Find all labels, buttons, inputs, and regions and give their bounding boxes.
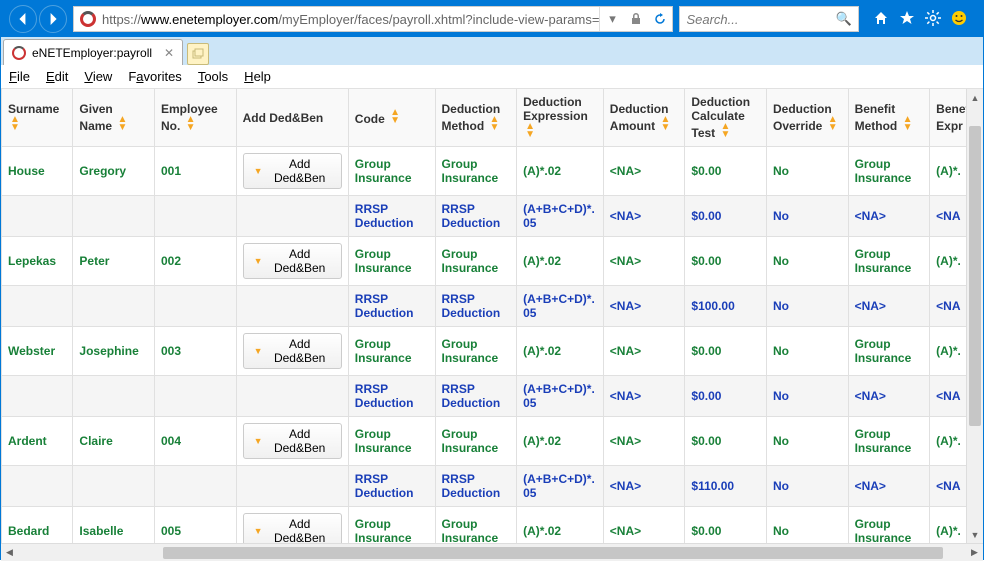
col-header-bmethod[interactable]: Benefit Method ▲▼ [848, 89, 930, 147]
favorites-icon[interactable] [899, 10, 915, 29]
scroll-down-icon[interactable]: ▼ [967, 526, 983, 543]
new-tab-button[interactable] [187, 43, 209, 65]
table-row: RRSP DeductionRRSP Deduction(A+B+C+D)*.0… [2, 376, 967, 417]
menu-favorites[interactable]: Favorites [128, 69, 181, 84]
tab-icon [12, 46, 26, 60]
table-row: WebsterJosephine003▼Add Ded&BenGroup Ins… [2, 327, 967, 376]
col-header-empno[interactable]: Employee No. ▲▼ [155, 89, 237, 147]
table-row: RRSP DeductionRRSP Deduction(A+B+C+D)*.0… [2, 286, 967, 327]
address-bar[interactable]: https://www.enetemployer.com/myEmployer/… [73, 6, 673, 32]
menu-bar: File Edit View Favorites Tools Help [1, 65, 983, 89]
back-button[interactable] [9, 5, 37, 33]
close-tab-icon[interactable]: ✕ [164, 46, 174, 60]
content-region: Surname ▲▼Given Name ▲▼Employee No. ▲▼Ad… [1, 89, 983, 543]
col-header-surname[interactable]: Surname ▲▼ [2, 89, 73, 147]
col-header-damount[interactable]: Deduction Amount ▲▼ [603, 89, 685, 147]
add-ded-ben-button[interactable]: ▼Add Ded&Ben [243, 513, 342, 543]
menu-file[interactable]: File [9, 69, 30, 84]
payroll-table: Surname ▲▼Given Name ▲▼Employee No. ▲▼Ad… [1, 89, 966, 543]
menu-edit[interactable]: Edit [46, 69, 68, 84]
table-row: HouseGregory001▼Add Ded&BenGroup Insuran… [2, 147, 967, 196]
browser-toolbar: https://www.enetemployer.com/myEmployer/… [1, 1, 983, 37]
search-icon[interactable]: 🔍 [836, 11, 852, 27]
table-row: RRSP DeductionRRSP Deduction(A+B+C+D)*.0… [2, 466, 967, 507]
search-placeholder: Search... [686, 12, 738, 27]
add-ded-ben-button[interactable]: ▼Add Ded&Ben [243, 423, 342, 459]
menu-tools[interactable]: Tools [198, 69, 228, 84]
add-ded-ben-button[interactable]: ▼Add Ded&Ben [243, 333, 342, 369]
menu-view[interactable]: View [84, 69, 112, 84]
table-row: ArdentClaire004▼Add Ded&BenGroup Insuran… [2, 417, 967, 466]
col-header-dcalc[interactable]: Deduction Calculate Test ▲▼ [685, 89, 767, 147]
url-text: https://www.enetemployer.com/myEmployer/… [102, 12, 599, 27]
scroll-thumb-vertical[interactable] [969, 126, 981, 426]
forward-button[interactable] [39, 5, 67, 33]
site-icon [78, 9, 98, 29]
menu-help[interactable]: Help [244, 69, 271, 84]
col-header-bexpr[interactable]: Benefit Expr ▲▼ [930, 89, 966, 147]
search-box[interactable]: Search... 🔍 [679, 6, 859, 32]
settings-icon[interactable] [925, 10, 941, 29]
add-ded-ben-button[interactable]: ▼Add Ded&Ben [243, 243, 342, 279]
dropdown-icon[interactable]: ▾ [600, 7, 624, 31]
col-header-given[interactable]: Given Name ▲▼ [73, 89, 155, 147]
scroll-left-icon[interactable]: ◀ [1, 547, 18, 558]
lock-icon [624, 7, 648, 31]
col-header-code[interactable]: Code ▲▼ [348, 89, 435, 147]
add-ded-ben-button[interactable]: ▼Add Ded&Ben [243, 153, 342, 189]
scroll-up-icon[interactable]: ▲ [967, 89, 983, 106]
table-row: RRSP DeductionRRSP Deduction(A+B+C+D)*.0… [2, 196, 967, 237]
col-header-dmethod[interactable]: Deduction Method ▲▼ [435, 89, 517, 147]
browser-tab[interactable]: eNETEmployer:payroll ✕ [3, 39, 183, 65]
smiley-icon[interactable] [951, 10, 967, 29]
tab-title: eNETEmployer:payroll [32, 46, 152, 60]
col-header-dexpr[interactable]: Deduction Expression ▲▼ [517, 89, 604, 147]
table-row: LepekasPeter002▼Add Ded&BenGroup Insuran… [2, 237, 967, 286]
col-header-add[interactable]: Add Ded&Ben [236, 89, 348, 147]
col-header-dover[interactable]: Deduction Override ▲▼ [766, 89, 848, 147]
vertical-scrollbar[interactable]: ▲ ▼ [966, 89, 983, 543]
scroll-thumb-horizontal[interactable] [163, 547, 943, 559]
home-icon[interactable] [873, 10, 889, 29]
scroll-right-icon[interactable]: ▶ [966, 547, 983, 558]
refresh-icon[interactable] [648, 7, 672, 31]
horizontal-scrollbar[interactable]: ◀ ▶ [1, 543, 983, 561]
table-row: BedardIsabelle005▼Add Ded&BenGroup Insur… [2, 507, 967, 544]
tab-bar: eNETEmployer:payroll ✕ [1, 37, 983, 65]
